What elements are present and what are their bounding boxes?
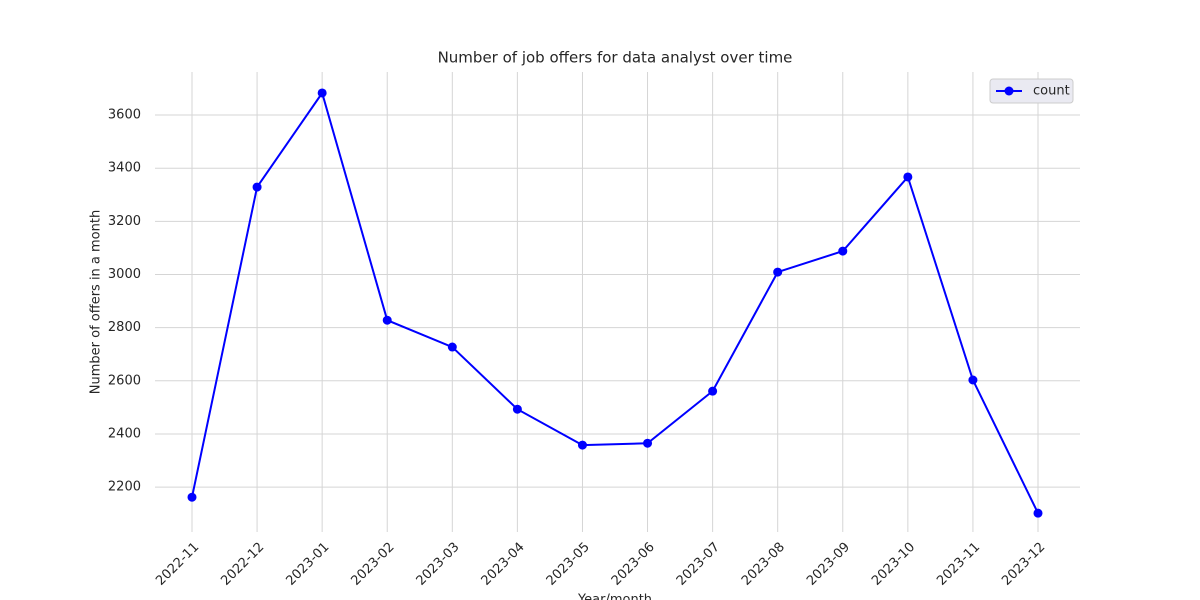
x-tick-label: 2023-04 <box>479 540 528 589</box>
y-tick-label: 2200 <box>108 480 141 495</box>
y-tick-label: 2600 <box>108 373 141 388</box>
data-point <box>838 246 848 256</box>
data-point <box>447 342 457 352</box>
x-tick-label: 2023-10 <box>869 540 918 589</box>
y-tick-label: 3600 <box>108 108 141 123</box>
x-tick-label: 2023-03 <box>414 540 463 589</box>
x-tick-label: 2023-12 <box>999 540 1048 589</box>
x-tick-label: 2023-09 <box>804 540 853 589</box>
y-tick-label: 2800 <box>108 320 141 335</box>
data-point <box>643 438 653 448</box>
data-line <box>191 90 1039 514</box>
x-tick-label: 2023-06 <box>609 540 658 589</box>
y-tick-label: 3000 <box>108 267 141 282</box>
data-point <box>382 315 392 325</box>
x-tick-label: 2023-07 <box>674 540 723 589</box>
y-tick-label: 3200 <box>108 214 141 229</box>
data-point <box>512 404 522 414</box>
x-tick-label: 2023-11 <box>934 540 983 589</box>
data-point <box>1033 508 1043 518</box>
x-tick-label: 2023-02 <box>349 540 398 589</box>
x-tick-label: 2022-11 <box>153 540 202 589</box>
y-tick-label: 3400 <box>108 161 141 176</box>
data-point <box>773 267 783 277</box>
data-point <box>968 375 978 385</box>
x-axis-label: Year/month <box>577 593 652 600</box>
data-point <box>187 492 197 502</box>
data-point <box>577 440 587 450</box>
legend-box <box>989 78 1074 104</box>
data-point <box>252 182 262 192</box>
legend-label: count <box>1033 84 1070 99</box>
chart-title: Number of job offers for data analyst ov… <box>438 49 793 67</box>
data-point <box>317 88 327 98</box>
x-tick-label: 2023-05 <box>544 540 593 589</box>
x-tick-label: 2023-08 <box>739 540 788 589</box>
legend-marker <box>1004 86 1014 96</box>
x-tick-label: 2022-12 <box>218 540 267 589</box>
data-point <box>708 386 718 396</box>
y-tick-label: 2400 <box>108 426 141 441</box>
data-point <box>903 172 913 182</box>
y-axis-label: Number of offers in a month <box>89 210 104 394</box>
x-tick-label: 2023-01 <box>283 540 332 589</box>
